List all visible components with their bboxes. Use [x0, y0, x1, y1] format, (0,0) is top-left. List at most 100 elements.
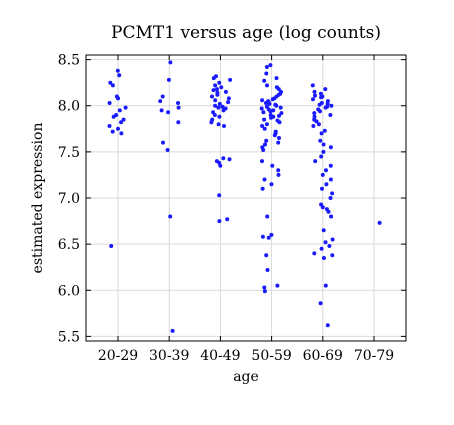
data-point — [217, 219, 222, 224]
data-point — [329, 103, 334, 108]
data-point — [260, 124, 265, 128]
data-point — [213, 98, 218, 103]
data-point — [277, 113, 281, 118]
x-tick-label: 60-69 — [303, 348, 343, 364]
x-tick-label: 70-79 — [354, 348, 394, 364]
data-point — [310, 83, 315, 88]
chart-title: PCMT1 versus age (log counts) — [111, 23, 381, 43]
data-point — [168, 60, 173, 65]
grid-lines — [86, 55, 406, 341]
data-point — [276, 140, 281, 145]
data-point — [322, 128, 327, 133]
data-point — [219, 85, 224, 90]
data-point — [226, 96, 231, 101]
data-point — [274, 103, 279, 108]
y-tick-label: 6.5 — [58, 237, 80, 253]
data-point — [159, 108, 164, 113]
data-point — [218, 163, 223, 168]
data-point — [215, 87, 219, 92]
data-point — [265, 214, 270, 219]
data-point — [227, 157, 232, 162]
data-point — [270, 97, 275, 102]
data-point — [111, 114, 116, 119]
data-point — [176, 105, 181, 110]
data-point — [325, 323, 330, 328]
data-point — [262, 126, 267, 131]
data-point — [265, 268, 270, 272]
data-points — [107, 60, 382, 333]
data-point — [226, 100, 231, 105]
y-axis-label: estimated expression — [30, 123, 46, 274]
data-point — [158, 99, 163, 104]
data-point — [260, 159, 264, 164]
data-point — [262, 78, 267, 83]
data-point — [176, 101, 180, 105]
data-point — [216, 122, 221, 127]
data-point — [330, 237, 335, 242]
y-tick-label: 7.5 — [58, 145, 80, 161]
data-point — [217, 193, 222, 198]
data-point — [211, 76, 216, 81]
data-point — [274, 76, 279, 81]
data-point — [166, 77, 171, 82]
data-point — [222, 124, 226, 128]
data-point — [330, 191, 335, 196]
data-point — [319, 131, 324, 136]
x-axis-label: age — [233, 369, 259, 385]
data-point — [213, 83, 218, 88]
data-point — [223, 89, 228, 94]
data-point — [328, 163, 333, 168]
x-tick-label: 40-49 — [200, 348, 240, 364]
data-point — [321, 256, 326, 260]
y-tick-label: 8.0 — [58, 99, 80, 115]
data-point — [311, 124, 316, 128]
data-point — [262, 285, 267, 290]
data-point — [263, 142, 267, 147]
data-point — [119, 120, 124, 125]
data-point — [264, 253, 269, 258]
data-point — [117, 108, 122, 113]
data-point — [319, 95, 324, 100]
axis-ticks: 5.5 6.0 6.5 7.0 7.5 8.0 8.5 20-29 30-39 40-49 50-5… — [58, 53, 406, 364]
data-point — [319, 154, 324, 159]
data-point — [377, 220, 382, 225]
data-point — [161, 140, 165, 145]
data-point — [170, 328, 175, 333]
data-point — [264, 65, 269, 69]
data-point — [270, 163, 275, 168]
data-point — [116, 126, 120, 131]
data-point — [326, 209, 331, 214]
data-point — [279, 111, 284, 116]
data-point — [225, 217, 230, 222]
data-point — [107, 124, 112, 128]
data-point — [267, 101, 272, 106]
data-point — [215, 92, 220, 97]
data-point — [275, 283, 280, 288]
data-point — [319, 246, 324, 251]
data-point — [107, 101, 112, 105]
data-point — [268, 63, 273, 68]
data-point — [320, 186, 324, 191]
data-point — [263, 101, 268, 105]
data-point — [323, 87, 328, 92]
data-point — [312, 89, 317, 94]
data-point — [115, 68, 120, 73]
data-point — [216, 105, 221, 110]
data-point — [260, 234, 265, 239]
data-point — [262, 117, 267, 122]
data-point — [314, 119, 319, 124]
data-point — [269, 115, 273, 120]
data-point — [209, 120, 214, 125]
data-point — [265, 83, 269, 88]
data-point — [217, 114, 222, 119]
data-point — [278, 105, 283, 110]
data-point — [268, 109, 273, 114]
data-point — [269, 232, 274, 237]
data-point — [329, 214, 334, 219]
data-point — [264, 138, 269, 143]
data-point — [212, 113, 217, 117]
data-point — [119, 131, 124, 136]
data-point — [321, 228, 326, 233]
data-point — [116, 96, 121, 101]
